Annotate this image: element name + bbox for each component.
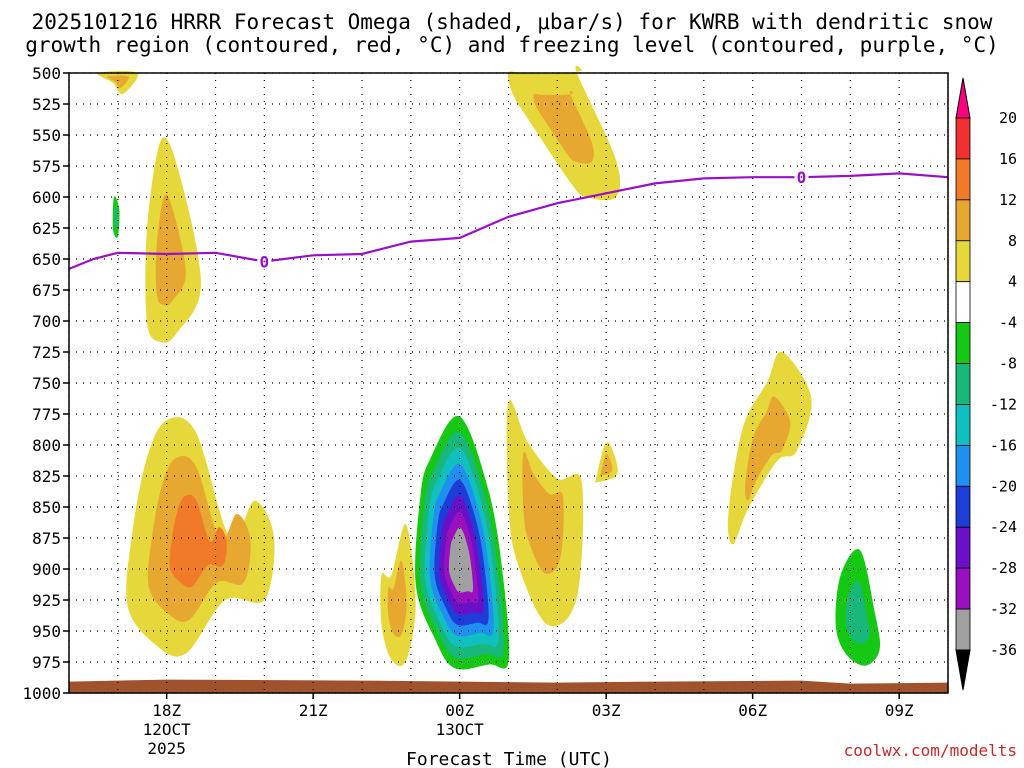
colorbar-box-6 bbox=[955, 363, 971, 405]
y-tick-label-725: 725 bbox=[32, 343, 61, 362]
y-tick-label-600: 600 bbox=[32, 188, 61, 207]
colorbar-label-4: 4 bbox=[1008, 273, 1017, 291]
credit-text[interactable]: coolwx.com/modelts bbox=[844, 741, 1017, 760]
y-tick-label-800: 800 bbox=[32, 436, 61, 455]
colorbar-label-11: -28 bbox=[990, 559, 1017, 577]
omega-region-3 bbox=[126, 417, 275, 657]
omega-shade-7-1 bbox=[522, 451, 564, 574]
terrain-surface bbox=[69, 679, 948, 693]
colorbar-label-12: -32 bbox=[990, 600, 1017, 618]
omega-region-5 bbox=[415, 415, 510, 670]
colorbar-box-1 bbox=[955, 158, 971, 201]
y-tick-label-675: 675 bbox=[32, 281, 61, 300]
y-tick-label-825: 825 bbox=[32, 467, 61, 486]
omega-shade-1-1 bbox=[155, 194, 186, 306]
colorbar-box-8 bbox=[955, 444, 971, 487]
y-tick-label-550: 550 bbox=[32, 126, 61, 145]
y-tick-label-850: 850 bbox=[32, 498, 61, 517]
chart-title-line2: growth region (contoured, red, °C) and f… bbox=[25, 33, 999, 57]
colorbar-box-10 bbox=[955, 526, 971, 569]
x-tick-label-21Z: 21Z bbox=[299, 701, 328, 720]
colorbar-triangle-top bbox=[955, 77, 971, 119]
colorbar-label-7: -12 bbox=[990, 395, 1017, 413]
y-tick-label-875: 875 bbox=[32, 529, 61, 548]
y-tick-label-625: 625 bbox=[32, 219, 61, 238]
y-tick-label-775: 775 bbox=[32, 405, 61, 424]
y-tick-label-700: 700 bbox=[32, 312, 61, 331]
omega-shade-10-1 bbox=[845, 581, 870, 645]
colorbar-label-13: -36 bbox=[990, 641, 1017, 659]
omega-region-7 bbox=[506, 399, 584, 627]
freezing-label-bg-1 bbox=[794, 169, 809, 186]
colorbar-box-11 bbox=[955, 567, 971, 610]
colorbar-label-5: -4 bbox=[999, 314, 1017, 332]
terrain-fill bbox=[69, 679, 948, 693]
freezing-level-contour: 00 bbox=[68, 168, 949, 271]
x-tick-label-03Z: 03Z bbox=[592, 701, 621, 720]
omega-shade-3-2 bbox=[169, 494, 227, 588]
colorbar-label-9: -20 bbox=[990, 477, 1017, 495]
omega-shade-5-7 bbox=[448, 527, 474, 593]
omega-shade-6-1 bbox=[533, 90, 594, 164]
y-tick-label-1000: 1000 bbox=[22, 684, 61, 703]
x-tick-label-06Z: 06Z bbox=[738, 701, 767, 720]
colorbar-box-9 bbox=[955, 485, 971, 528]
y-tick-label-500: 500 bbox=[32, 64, 61, 83]
freezing-label-bg-0 bbox=[257, 253, 272, 270]
omega-region-4 bbox=[380, 524, 416, 667]
x-axis-title: Forecast Time (UTC) bbox=[406, 749, 612, 768]
y-tick-label-650: 650 bbox=[32, 250, 61, 269]
colorbar: 20 16 12 8 4 -4 -8 -12 -16 -20 -24 -28 -32 -36 bbox=[955, 77, 1017, 691]
omega-region-10 bbox=[835, 549, 881, 666]
y-tick-label-950: 950 bbox=[32, 622, 61, 641]
omega-shade-4-1 bbox=[387, 560, 407, 638]
y-tick-label-975: 975 bbox=[32, 653, 61, 672]
colorbar-box-5 bbox=[955, 322, 971, 364]
colorbar-box-7 bbox=[955, 404, 971, 446]
colorbar-label-2: 12 bbox=[999, 191, 1017, 209]
x-tick-date-00Z: 13OCT bbox=[436, 720, 485, 739]
colorbar-box-3 bbox=[955, 240, 971, 283]
x-tick-year-18Z: 2025 bbox=[147, 739, 186, 758]
omega-shade-0-1 bbox=[106, 75, 129, 89]
omega-shade-8-1 bbox=[599, 453, 613, 476]
colorbar-label-10: -24 bbox=[990, 518, 1017, 536]
colorbar-label-8: -16 bbox=[990, 436, 1017, 454]
omega-region-6 bbox=[507, 65, 621, 201]
y-tick-label-925: 925 bbox=[32, 591, 61, 610]
colorbar-box-12 bbox=[955, 608, 971, 651]
colorbar-label-6: -8 bbox=[999, 355, 1017, 373]
colorbar-triangle-bottom bbox=[955, 649, 971, 691]
colorbar-box-4 bbox=[955, 281, 971, 324]
colorbar-box-0 bbox=[955, 117, 971, 160]
y-tick-label-750: 750 bbox=[32, 374, 61, 393]
x-tick-label-18Z: 18Z bbox=[152, 701, 181, 720]
x-tick-label-00Z: 00Z bbox=[445, 701, 474, 720]
y-tick-label-525: 525 bbox=[32, 95, 61, 114]
omega-shade-2-1 bbox=[114, 206, 118, 229]
y-tick-label-575: 575 bbox=[32, 157, 61, 176]
colorbar-label-3: 8 bbox=[1008, 232, 1017, 250]
freezing-label-1: 0 bbox=[797, 168, 807, 187]
freezing-label-0: 0 bbox=[260, 252, 270, 271]
colorbar-label-0: 20 bbox=[999, 109, 1017, 127]
colorbar-label-1: 16 bbox=[999, 150, 1017, 168]
y-tick-label-900: 900 bbox=[32, 560, 61, 579]
chart-title-line1: 2025101216 HRRR Forecast Omega (shaded, … bbox=[32, 10, 993, 34]
colorbar-box-2 bbox=[955, 199, 971, 242]
x-tick-date-18Z: 12OCT bbox=[143, 720, 192, 739]
omega-shade-9-1 bbox=[744, 396, 791, 501]
omega-region-1 bbox=[145, 137, 201, 343]
omega-region-9 bbox=[727, 351, 812, 545]
y-axis: 500 525 550 575 600 625 650 675 700 725 750 775 800 8… bbox=[22, 64, 69, 703]
x-tick-label-09Z: 09Z bbox=[885, 701, 914, 720]
freezing-level-line bbox=[68, 172, 949, 270]
omega-region-8 bbox=[594, 442, 618, 483]
omega-region-0 bbox=[97, 70, 139, 95]
